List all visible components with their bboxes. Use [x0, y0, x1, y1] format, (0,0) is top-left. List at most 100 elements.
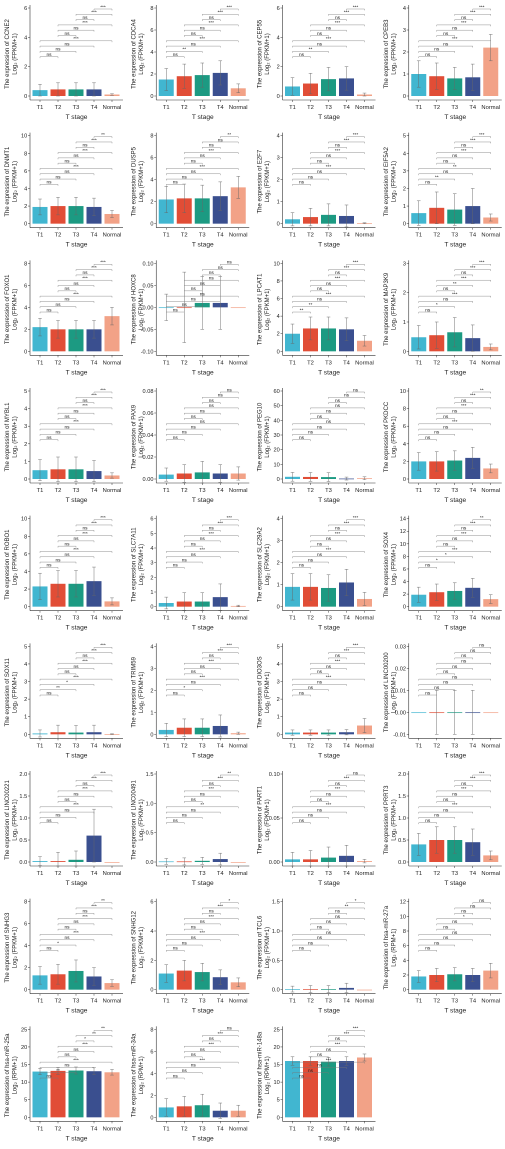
y-tick-label: 3: [403, 169, 406, 175]
significance-label: ns: [191, 159, 197, 164]
significance-label: ***: [82, 914, 88, 920]
significance-label: ns: [64, 798, 70, 803]
error-bar-t1: [290, 77, 295, 96]
chart-panel-6: The expression of DUSP5 Log₂ (FPKM+1) 0 2 4 6…: [131, 132, 250, 249]
significance-label: **: [300, 307, 304, 313]
significance-bracket: [184, 407, 239, 410]
error-bar-t4: [92, 320, 96, 339]
significance-bracket: [75, 657, 95, 660]
significance-bracket: [418, 556, 473, 559]
significance-bracket: [39, 817, 77, 819]
significance-bracket: [202, 14, 239, 16]
significance-bracket: [310, 152, 365, 154]
significance-bracket: [310, 801, 329, 803]
significance-bracket: [346, 264, 365, 266]
x-tick-label: T1: [163, 999, 170, 1005]
significance-bracket: [39, 694, 59, 697]
significance-label: ns: [461, 782, 467, 787]
x-tick-label: T3: [451, 871, 458, 877]
significance-bracket: [436, 918, 491, 920]
error-bar-normal: [236, 466, 241, 481]
y-tick-label: 0.01: [395, 688, 406, 694]
significance-bracket: [184, 162, 203, 165]
y-tick-label: 0.10: [143, 261, 154, 267]
significance-label: ns: [299, 947, 305, 952]
significance-bracket: [93, 8, 113, 11]
y-tick-label: 10: [273, 462, 279, 468]
x-tick-label: T3: [325, 616, 332, 622]
error-bar-t1: [164, 964, 169, 983]
significance-label: ns: [191, 32, 197, 37]
x-tick-label: T3: [73, 743, 80, 749]
significance-bracket: [292, 934, 365, 936]
error-bar-t4: [218, 969, 223, 985]
x-tick-label: T1: [163, 616, 170, 622]
y-tick-label: 4: [24, 407, 27, 413]
significance-label: ns: [191, 925, 197, 930]
significance-label: ns: [191, 542, 197, 547]
y-tick-label: 8: [24, 151, 27, 157]
x-axis-title: T stage: [318, 114, 340, 121]
significance-label: ***: [73, 36, 79, 42]
significance-label: ns: [425, 819, 431, 824]
significance-bracket: [166, 301, 221, 303]
y-tick-label: 5: [403, 134, 406, 140]
significance-bracket: [39, 45, 95, 48]
significance-bracket: [57, 673, 77, 676]
significance-label: ns: [308, 814, 314, 819]
significance-bracket: [39, 1067, 95, 1069]
x-tick-label: T3: [451, 233, 458, 239]
significance-bracket: [436, 24, 491, 27]
chart-panel-7: The expression of E2F7 Log₂ (FPKM+1) 0 1 2 3 4…: [258, 132, 376, 249]
error-bar-normal: [488, 850, 493, 861]
significance-bracket: [454, 785, 473, 787]
y-tick-label: 3: [24, 424, 27, 430]
y-tick-label: 0.03: [395, 644, 406, 650]
y-axis-title: The expression of ROBO1: [5, 529, 11, 600]
significance-bracket: [472, 264, 491, 266]
significance-label: ns: [209, 271, 215, 276]
x-tick-label: T1: [163, 488, 170, 494]
significance-bracket: [292, 56, 311, 59]
error-bar-t2: [182, 63, 187, 89]
significance-label: ns: [64, 425, 70, 430]
significance-bracket: [418, 40, 491, 43]
bar-normal: [483, 47, 499, 96]
significance-label: ***: [326, 1057, 332, 1063]
significance-label: ns: [335, 910, 341, 915]
significance-bracket: [418, 811, 473, 814]
significance-label: ns: [55, 303, 61, 308]
significance-bracket: [202, 913, 221, 915]
y-tick-label: 6: [24, 922, 27, 928]
significance-label: ns: [317, 32, 323, 37]
significance-bracket: [454, 913, 473, 915]
y-tick-label: 1: [403, 320, 406, 326]
significance-label: ***: [91, 903, 97, 909]
x-tick-label: T4: [469, 488, 477, 494]
significance-bracket: [184, 923, 221, 926]
x-axis-title: T stage: [444, 880, 466, 887]
x-tick-label: T4: [343, 743, 351, 749]
significance-label: ns: [191, 553, 197, 558]
significance-label: ns: [182, 431, 188, 436]
y-tick-label: 10: [400, 914, 406, 920]
significance-bracket: [328, 269, 365, 272]
significance-bracket: [184, 673, 203, 676]
x-tick-label: T3: [451, 360, 458, 366]
significance-bracket: [310, 540, 347, 543]
significance-label: ***: [479, 770, 485, 776]
significance-bracket: [418, 423, 491, 426]
error-bar-t4: [344, 317, 349, 341]
significance-label: ns: [209, 399, 215, 404]
chart-panel-5: The expression of DNMT1 Log₂ (FPKM+1) 0 2 4 6…: [5, 132, 123, 249]
significance-bracket: [166, 311, 185, 314]
chart-panel-11: The expression of LPCAT1 Log₂ (FPKM+1) 0 2 4…: [258, 260, 376, 376]
significance-bracket: [93, 902, 113, 905]
significance-label: ns: [425, 947, 431, 952]
error-bar-t4: [92, 808, 96, 863]
significance-bracket: [292, 1061, 365, 1064]
significance-label: ***: [217, 776, 223, 782]
error-bar-t1: [290, 729, 295, 736]
chart-panel-30: The expression of SNHG12 Log₂ (FPKM+1) 0 2 4…: [131, 898, 250, 1015]
error-bar-t4: [92, 460, 96, 482]
